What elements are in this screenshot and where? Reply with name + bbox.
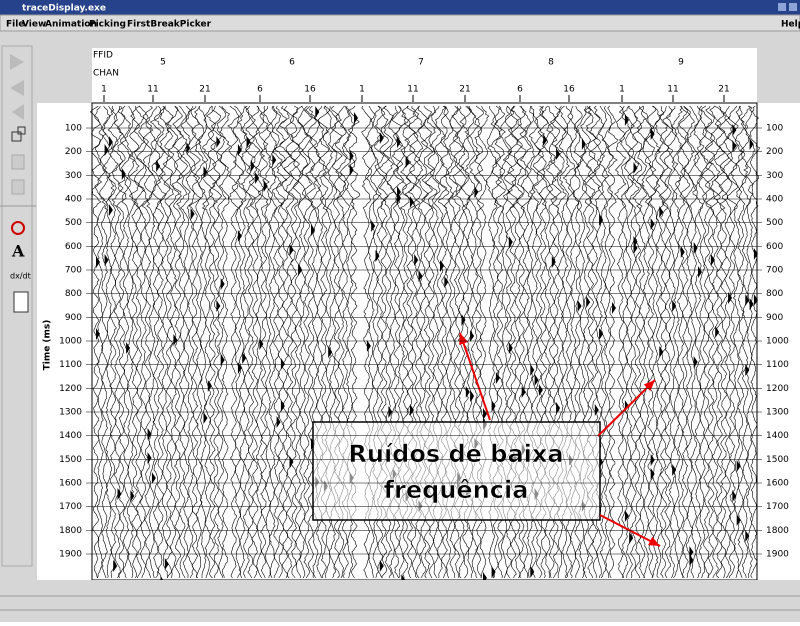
menu-item[interactable]: View (22, 20, 46, 30)
y-tick-label: 1700 (59, 502, 82, 512)
y-tick-label-right: 1000 (766, 337, 789, 347)
y-tick-label: 500 (65, 218, 82, 228)
page: traceDisplay.exe Help FileViewAnimationP… (0, 0, 800, 622)
chan-value: 6 (257, 85, 263, 95)
toolbar: A dx/dt (0, 46, 36, 566)
chan-value: 11 (147, 85, 158, 95)
header-panel (92, 48, 757, 103)
y-tick-label: 1100 (59, 360, 82, 370)
y-tick-label-right: 100 (766, 124, 783, 134)
chan-value: 11 (667, 85, 678, 95)
y-tick-label: 1300 (59, 408, 82, 418)
copy-icon[interactable] (12, 155, 24, 169)
chan-value: 6 (517, 85, 523, 95)
y-tick-label-right: 1800 (766, 526, 789, 536)
y-tick-label-right: 1600 (766, 479, 789, 489)
ffid-value: 5 (160, 58, 166, 68)
ffid-value: 7 (418, 58, 424, 68)
y-tick-label: 1200 (59, 384, 82, 394)
window-title: traceDisplay.exe (22, 4, 106, 14)
chan-value: 21 (718, 85, 729, 95)
y-tick-label-right: 1500 (766, 455, 789, 465)
y-tick-label-right: 1300 (766, 408, 789, 418)
y-tick-label-right: 800 (766, 289, 783, 299)
y-tick-label-right: 500 (766, 218, 783, 228)
y-tick-label-right: 600 (766, 242, 783, 252)
menu-help[interactable]: Help (781, 20, 800, 30)
y-tick-label: 400 (65, 195, 82, 205)
y-tick-label: 1800 (59, 526, 82, 536)
y-tick-label: 1500 (59, 455, 82, 465)
menu-item[interactable]: Picking (89, 20, 126, 30)
annotation-box (313, 422, 600, 520)
y-tick-label-right: 1900 (766, 550, 789, 560)
y-tick-label: 1400 (59, 431, 82, 441)
y-tick-label: 1000 (59, 337, 82, 347)
y-tick-label: 600 (65, 242, 82, 252)
y-tick-label-right: 1200 (766, 384, 789, 394)
menu-items: FileViewAnimationPickingFirstBreakPicker (6, 20, 212, 30)
chan-value: 21 (459, 85, 470, 95)
y-tick-label-right: 300 (766, 171, 783, 181)
y-tick-label: 800 (65, 289, 82, 299)
y-tick-label: 700 (65, 266, 82, 276)
y-tick-label-right: 400 (766, 195, 783, 205)
annotation-text: frequência (384, 476, 529, 504)
chan-value: 16 (563, 85, 575, 95)
y-tick-label: 1600 (59, 479, 82, 489)
chan-label: CHAN (93, 69, 119, 79)
y-tick-label-right: 700 (766, 266, 783, 276)
status-area (0, 580, 800, 622)
y-tick-label: 300 (65, 171, 82, 181)
ffid-label: FFID (93, 51, 113, 61)
text-tool-icon[interactable]: A (11, 242, 25, 261)
chan-value: 1 (101, 85, 107, 95)
chan-value: 16 (304, 85, 316, 95)
menu-item[interactable]: FirstBreakPicker (127, 20, 212, 30)
chan-value: 1 (619, 85, 625, 95)
y-tick-label-right: 1100 (766, 360, 789, 370)
ffid-value: 8 (548, 58, 554, 68)
y-tick-label: 1900 (59, 550, 82, 560)
chan-value: 11 (407, 85, 418, 95)
y-tick-label-right: 1700 (766, 502, 789, 512)
dxdt-icon[interactable]: dx/dt (10, 272, 31, 281)
title-bar (0, 0, 800, 15)
y-tick-label: 100 (65, 124, 82, 134)
minimize-button[interactable] (778, 3, 786, 11)
y-tick-label: 200 (65, 147, 82, 157)
page-icon[interactable] (14, 292, 28, 312)
y-tick-label-right: 900 (766, 313, 783, 323)
y-tick-label-right: 1400 (766, 431, 789, 441)
chan-value: 21 (199, 85, 210, 95)
annotation-text: Ruídos de baixa (348, 440, 563, 468)
y-tick-label: 900 (65, 313, 82, 323)
maximize-button[interactable] (789, 3, 797, 11)
app-window: traceDisplay.exe Help FileViewAnimationP… (0, 0, 800, 622)
y-tick-label-right: 200 (766, 147, 783, 157)
ffid-value: 9 (678, 58, 684, 68)
ffid-value: 6 (289, 58, 295, 68)
y-axis-title: Time (ms) (43, 320, 53, 371)
hand-icon[interactable] (12, 180, 24, 194)
chan-value: 1 (359, 85, 365, 95)
